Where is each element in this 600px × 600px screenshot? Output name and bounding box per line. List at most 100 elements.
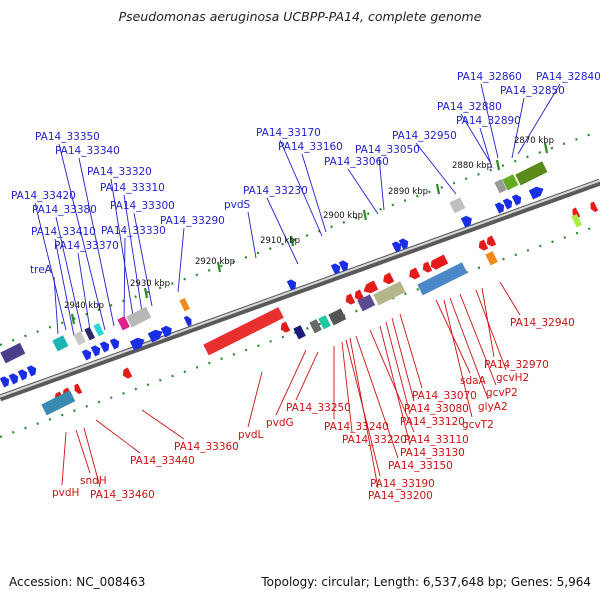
forward-gene-label: PA14_33170 [256,127,321,139]
forward-gene-arrow [147,329,163,343]
forward-gene-label: PA14_33380 [32,204,97,216]
forward-gene-label: PA14_33300 [110,200,175,212]
forward-leader-line [58,143,106,331]
forward-gene-arrow [502,198,513,210]
forward-leader-line [123,237,126,323]
reverse-leader-line [295,351,319,401]
reverse-gene-arrow [354,289,365,301]
forward-gene-box [117,316,130,331]
forward-gene-box [73,331,86,346]
forward-gene-label: PA14_33350 [35,131,100,143]
forward-gene-arrow [398,238,409,250]
forward-gene-arrow [511,194,522,206]
reverse-leader-line [83,427,101,488]
forward-gene-label: PA14_33060 [324,156,389,168]
forward-leader-line [123,194,143,313]
major-tick-7 [543,142,549,154]
reverse-leader-line [459,293,497,386]
reverse-gene-label: PA14_33200 [368,490,433,502]
forward-gene-label: pvdS [224,199,251,211]
forward-gene-arrow [494,202,505,214]
forward-gene-arrow [109,338,120,350]
reverse-gene-box [293,325,306,340]
forward-gene-arrow [26,365,37,377]
forward-leader-line [301,153,327,233]
reverse-gene-label: sdaA [460,375,487,387]
forward-gene-label: PA14_32950 [392,130,457,142]
reverse-leader-line [341,341,353,433]
reverse-gene-box [485,251,498,266]
scale-label: 2920 kbp [195,257,235,267]
forward-gene-arrow [17,369,28,381]
forward-leader-line [53,276,59,335]
reverse-leader-line [475,289,507,371]
major-tick-3 [289,235,295,247]
forward-leader-line [55,216,83,333]
forward-gene-arrow [0,376,10,388]
forward-leader-line [177,227,185,293]
reverse-leader-line [349,337,379,489]
major-tick-4 [362,209,368,221]
reverse-leader-line [61,431,67,486]
reverse-gene-arrow [345,293,356,305]
reverse-gene-arrow [409,267,421,280]
forward-gene-arrow [90,345,101,357]
reverse-gene-label: sndH [80,475,107,487]
forward-gene-arrow [99,341,110,353]
reverse-leader-line [443,299,473,418]
forward-leader-line [266,197,299,265]
reverse-leader-line [95,419,141,454]
reverse-gene-box [357,294,376,312]
forward-gene-arrow [460,215,472,228]
reverse-gene-arrow [280,321,291,333]
reverse-leader-line [385,321,411,415]
scale-label: 2880 kbp [452,161,492,171]
forward-gene-arrow [286,279,297,291]
forward-gene-box [494,179,507,194]
reverse-gene-box [328,308,347,326]
reverse-gene-label: PA14_33120 [400,416,465,428]
forward-gene-label: PA14_33330 [101,225,166,237]
reverse-gene-arrow [363,280,379,294]
reverse-gene-label: PA14_33070 [412,390,477,402]
forward-leader-line [133,212,153,307]
reverse-gene-box [373,281,406,306]
forward-leader-line [517,83,561,155]
reverse-leader-line [141,409,185,440]
scale-label: 2890 kbp [388,187,428,197]
reverse-leader-line [247,371,263,428]
forward-gene-label: PA14_33320 [87,166,152,178]
reverse-gene-label: PA14_33150 [388,460,453,472]
forward-gene-label: PA14_33160 [278,141,343,153]
reverse-gene-box [571,214,582,228]
forward-leader-line [460,113,491,163]
reverse-gene-label: PA14_33190 [370,478,435,490]
reverse-gene-arrow [383,272,395,285]
reverse-gene-arrow [486,235,497,247]
forward-gene-label: PA14_33410 [31,226,96,238]
forward-gene-label: PA14_33370 [54,240,119,252]
forward-leader-line [54,238,75,337]
forward-leader-line [77,252,91,331]
reverse-gene-arrow [74,383,83,395]
reverse-gene-box [203,307,284,356]
reverse-gene-box [309,319,322,334]
reverse-gene-arrow [422,261,433,273]
reverse-gene-label: PA14_33360 [174,441,239,453]
forward-leader-line [34,202,67,331]
forward-gene-arrow [81,349,92,361]
reverse-gene-label: pvdH [52,487,79,499]
reverse-gene-label: PA14_33080 [404,403,469,415]
topology-text: Topology: circular; Length: 6,537,648 bp… [261,575,591,589]
forward-gene-label: PA14_33290 [160,215,225,227]
forward-leader-line [247,211,257,259]
scale-label: 2930 kbp [130,279,170,289]
forward-leader-line [279,139,323,237]
forward-leader-line [78,157,115,327]
scale-label: 2900 kbp [323,211,363,221]
genome-title: Pseudomonas aeruginosa UCBPP-PA14, compl… [118,9,482,24]
major-tick-6 [495,159,501,171]
reverse-gene-label: PA14_33240 [324,421,389,433]
forward-gene-arrow [391,241,402,253]
